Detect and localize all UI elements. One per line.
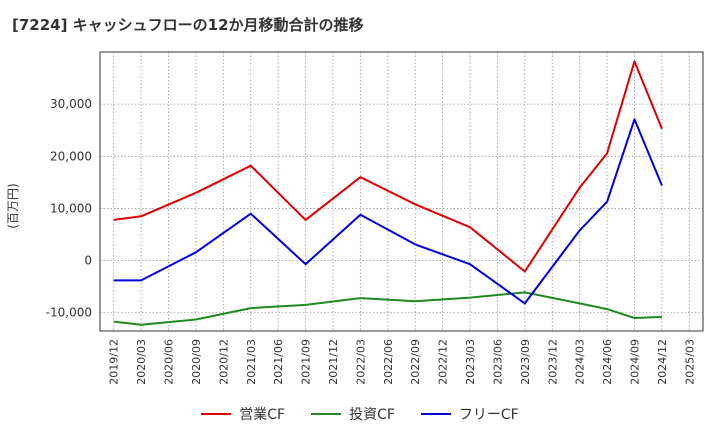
chart-title: [7224] キャッシュフローの12か月移動合計の推移 [12,16,364,34]
x-tick-label: 2020/06 [163,339,176,385]
x-tick-label: 2022/09 [409,339,422,385]
legend-label: 投資CF [349,407,395,423]
legend-swatch [201,413,232,415]
x-tick-label: 2025/03 [683,339,696,385]
y-tick-label: 0 [84,254,92,268]
x-tick-label: 2021/03 [245,339,258,385]
x-tick-label: 2020/03 [135,339,148,385]
y-tick-label: -10,000 [46,306,92,320]
x-tick-label: 2021/06 [272,339,285,385]
legend-swatch [311,413,342,415]
x-tick-label: 2022/03 [354,339,367,385]
legend-swatch [420,413,451,415]
x-axis-ticks: 2019/12 2020/03 2020/06 2020/09 2020/12 2021/… [108,339,697,385]
x-tick-label: 2023/12 [546,339,559,385]
series-lines [113,60,663,326]
x-tick-label: 2023/03 [464,339,477,385]
y-tick-label: 10,000 [50,201,92,215]
x-tick-label: 2023/06 [491,339,504,385]
y-axis-ticks: -10,000 0 10,000 20,000 30,000 [46,97,92,320]
legend-item: 投資CF [311,404,395,424]
x-tick-label: 2023/09 [519,339,532,385]
x-tick-label: 2021/09 [300,339,313,385]
x-tick-label: 2024/03 [574,339,587,385]
x-tick-label: 2024/09 [628,339,641,385]
series-line [113,291,662,326]
legend: 営業CF 投資CF フリーCF [0,404,720,424]
x-tick-label: 2021/12 [327,339,340,385]
series-line [113,118,663,305]
x-tick-label: 2019/12 [108,339,121,385]
legend-label: 営業CF [239,407,286,423]
plot-area [99,51,704,332]
legend-item: 営業CF [201,404,285,424]
legend-label: フリーCF [458,407,519,423]
x-tick-label: 2022/06 [382,339,395,385]
gridlines [100,52,703,331]
legend-item: フリーCF [420,404,519,424]
x-tick-label: 2024/06 [601,339,614,385]
series-line [113,60,663,273]
x-tick-label: 2020/12 [217,339,230,385]
x-tick-label: 2020/09 [190,339,203,385]
y-tick-label: 30,000 [50,97,92,111]
y-axis-label: (百万円) [6,183,20,228]
y-tick-label: 20,000 [50,149,92,163]
x-tick-label: 2024/12 [656,339,669,385]
x-tick-label: 2022/12 [437,339,450,385]
